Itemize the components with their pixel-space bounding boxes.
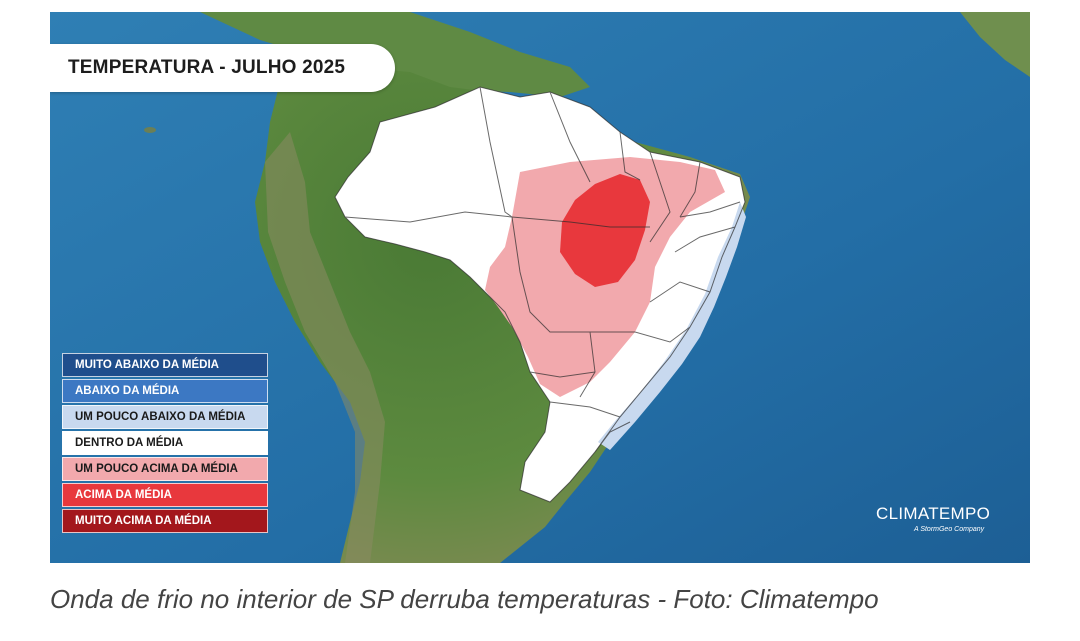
- land-africa: [960, 12, 1030, 77]
- map-title: TEMPERATURA - JULHO 2025: [68, 57, 346, 78]
- legend-item-muito-abaixo: MUITO ABAIXO DA MÉDIA: [62, 353, 268, 377]
- island: [144, 127, 156, 133]
- legend-item-um-pouco-acima: UM POUCO ACIMA DA MÉDIA: [62, 457, 268, 481]
- land-north: [200, 12, 590, 97]
- brand-name: CLIMATEMPO: [876, 504, 991, 523]
- map-title-box: TEMPERATURA - JULHO 2025: [50, 44, 395, 92]
- zone-above: [560, 174, 650, 287]
- brand-logo: CLIMATEMPO A StormGeo Company: [876, 504, 990, 533]
- legend-item-um-pouco-abaixo: UM POUCO ABAIXO DA MÉDIA: [62, 405, 268, 429]
- legend-item-acima: ACIMA DA MÉDIA: [62, 483, 268, 507]
- legend-item-abaixo: ABAIXO DA MÉDIA: [62, 379, 268, 403]
- zone-slightly-below: [598, 202, 746, 450]
- legend-item-muito-acima: MUITO ACIMA DA MÉDIA: [62, 509, 268, 533]
- legend-item-dentro: DENTRO DA MÉDIA: [62, 431, 268, 455]
- temperature-map: TEMPERATURA - JULHO 2025 MUITO ABAIXO DA…: [50, 12, 1030, 563]
- legend: MUITO ABAIXO DA MÉDIA ABAIXO DA MÉDIA UM…: [62, 353, 268, 535]
- andes-band: [265, 132, 385, 563]
- state-boundaries: [334, 86, 746, 503]
- brand-tagline: A StormGeo Company: [913, 526, 985, 533]
- image-caption: Onda de frio no interior de SP derruba t…: [50, 584, 879, 614]
